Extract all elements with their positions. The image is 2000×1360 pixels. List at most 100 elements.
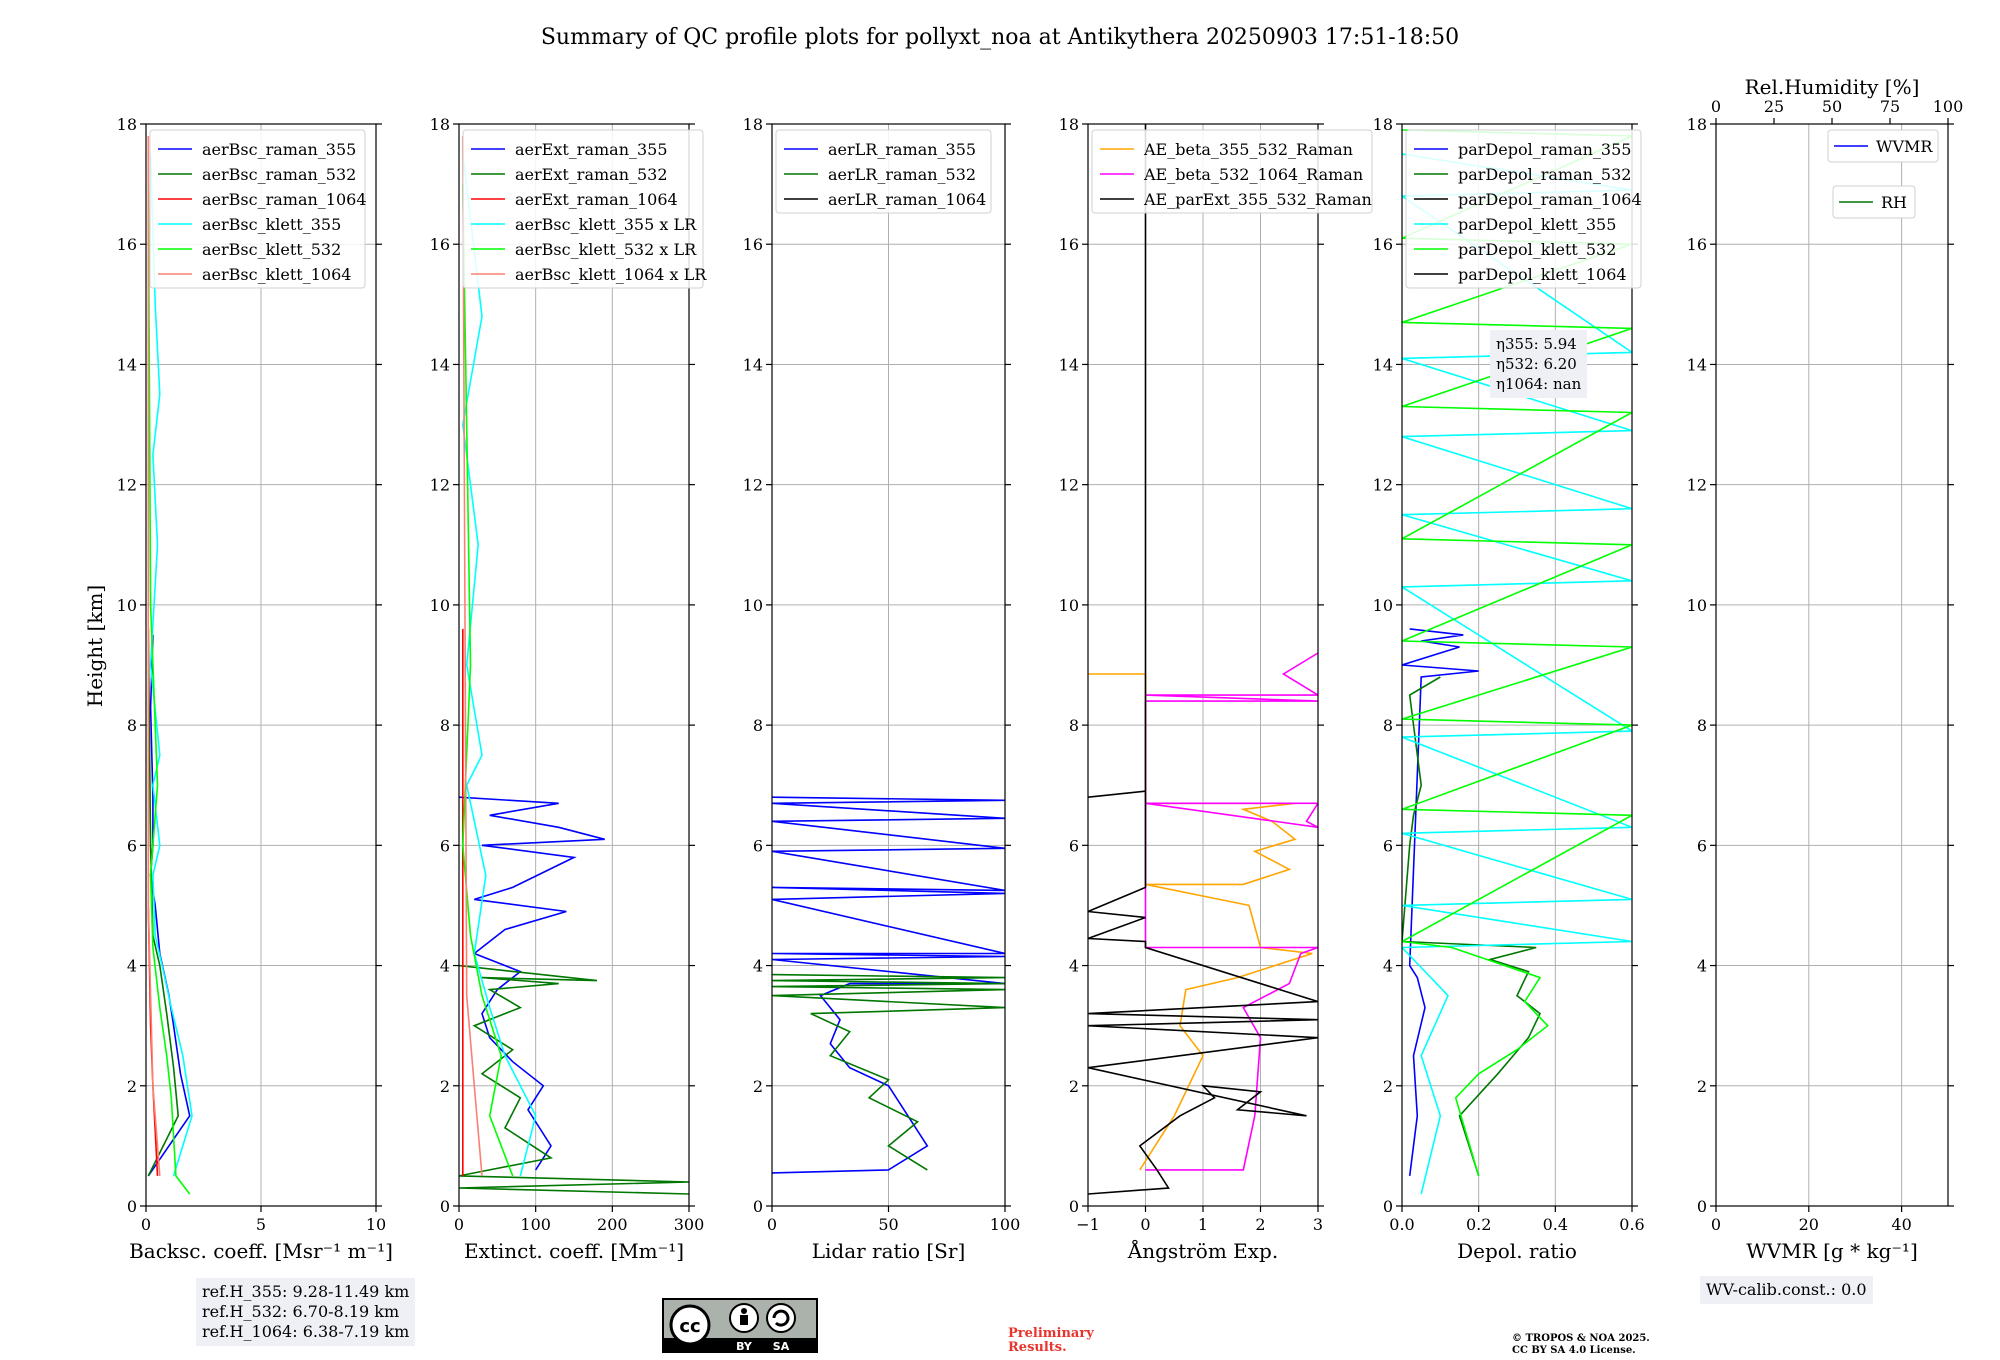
preliminary-line-2: Results. xyxy=(1008,1340,1067,1355)
y-tick-label: 4 xyxy=(1697,957,1707,976)
legend-label: WVMR xyxy=(1876,137,1933,156)
x-tick-label: 0 xyxy=(1140,1215,1150,1234)
height-axis-label: Height [km] xyxy=(83,585,107,707)
top-x-tick-label: 0 xyxy=(1711,97,1721,116)
y-tick-label: 2 xyxy=(127,1077,137,1096)
series-line-aerBsc_raman_355 xyxy=(147,634,191,1177)
top-x-tick-label: 25 xyxy=(1764,97,1784,116)
x-tick-label: 100 xyxy=(990,1215,1021,1234)
legend-label: parDepol_raman_1064 xyxy=(1458,190,1642,209)
y-tick-label: 18 xyxy=(743,115,763,134)
y-tick-label: 12 xyxy=(430,476,450,495)
chart-panel-ext: 0 2 4 6 8 10 12 14 16 18 0 100 200 300 Extinct. coeff.… xyxy=(430,115,708,1263)
y-tick-label: 8 xyxy=(1069,716,1079,735)
legend-box xyxy=(462,129,704,289)
x-axis-label: Ångström Exp. xyxy=(1127,1238,1278,1263)
y-tick-label: 4 xyxy=(1383,957,1393,976)
legend-label: aerExt_raman_1064 xyxy=(515,190,678,209)
x-tick-label: 10 xyxy=(366,1215,386,1234)
y-tick-label: 8 xyxy=(127,716,137,735)
y-tick-label: 14 xyxy=(743,355,763,374)
legend-label: RH xyxy=(1881,193,1907,212)
legend-box xyxy=(1827,129,1939,163)
series-line-parDepol_raman_355 xyxy=(1402,628,1479,1177)
copyright-line-1: © TROPOS & NOA 2025. xyxy=(1512,1333,1650,1344)
legend-label: aerBsc_klett_1064 x LR xyxy=(515,265,707,284)
x-tick-label: 0.0 xyxy=(1389,1215,1414,1234)
cc-circle-icon xyxy=(669,1304,711,1346)
series-group xyxy=(772,796,1005,1174)
y-tick-label: 0 xyxy=(1069,1197,1079,1216)
y-tick-label: 18 xyxy=(1687,115,1707,134)
series-line-aerBsc_klett_532 x LR xyxy=(461,184,514,1177)
series-line-aerExt_raman_355 xyxy=(459,796,605,1171)
y-tick-label: 10 xyxy=(1059,596,1079,615)
x-axis-label: Extinct. coeff. [Mm⁻¹] xyxy=(464,1239,684,1263)
series-line-parDepol_klett_355 xyxy=(1402,153,1632,1195)
x-tick-label: 0 xyxy=(454,1215,464,1234)
legend-label: AE_beta_532_1064_Raman xyxy=(1143,165,1363,184)
copyright-note: © TROPOS & NOA 2025. CC BY SA 4.0 Licens… xyxy=(1512,1333,1650,1357)
series-line-aerLR_raman_355 xyxy=(772,796,1005,1174)
y-tick-label: 2 xyxy=(753,1077,763,1096)
x-tick-label: 0 xyxy=(767,1215,777,1234)
y-tick-label: 6 xyxy=(127,836,137,855)
ref-height-532: ref.H_532: 6.70-8.19 km xyxy=(202,1302,400,1321)
eta-box: η355: 5.94 η532: 6.20 η1064: nan xyxy=(1490,330,1588,398)
y-tick-label: 10 xyxy=(743,596,763,615)
eta-355: η355: 5.94 xyxy=(1496,335,1577,353)
y-tick-label: 8 xyxy=(753,716,763,735)
legend-label: aerBsc_klett_532 xyxy=(202,240,341,259)
x-tick-label: 0.6 xyxy=(1619,1215,1644,1234)
x-tick-label: 200 xyxy=(597,1215,628,1234)
y-tick-label: 4 xyxy=(440,957,450,976)
y-tick-label: 18 xyxy=(1059,115,1079,134)
legend-box xyxy=(1091,129,1373,214)
y-tick-label: 14 xyxy=(1687,355,1707,374)
attribution-head-icon xyxy=(741,1308,747,1314)
top-x-tick-label: 50 xyxy=(1822,97,1842,116)
y-tick-label: 14 xyxy=(430,355,450,374)
cc-sa-label: SA xyxy=(773,1340,790,1353)
chart-panel-bsc: 0 2 4 6 8 10 12 14 16 18 0 5 10 Backsc. coeff. [Msr⁻¹… xyxy=(117,115,393,1263)
top-x-tick-label: 100 xyxy=(1933,97,1964,116)
preliminary-note: Preliminary Results. xyxy=(1008,1327,1094,1355)
y-tick-label: 6 xyxy=(440,836,450,855)
legend-label: parDepol_klett_355 xyxy=(1458,215,1616,234)
x-tick-label: 40 xyxy=(1891,1215,1911,1234)
x-tick-label: 0 xyxy=(141,1215,151,1234)
x-tick-label: 100 xyxy=(520,1215,551,1234)
legend-label: aerExt_raman_355 xyxy=(515,140,668,159)
x-tick-label: 50 xyxy=(878,1215,898,1234)
x-tick-label: 1 xyxy=(1198,1215,1208,1234)
series-line-parDepol_raman_532 xyxy=(1402,676,1541,1177)
y-tick-label: 0 xyxy=(1697,1197,1707,1216)
series-line-AE_parExt_355_532_Raman xyxy=(1088,124,1318,1195)
y-tick-label: 12 xyxy=(1373,476,1393,495)
y-tick-label: 18 xyxy=(117,115,137,134)
y-tick-label: 16 xyxy=(1059,235,1079,254)
legend-label: aerLR_raman_355 xyxy=(828,140,976,159)
y-tick-label: 0 xyxy=(440,1197,450,1216)
x-tick-label: 3 xyxy=(1313,1215,1323,1234)
axes-frame xyxy=(1715,123,1949,1207)
series-line-aerLR_raman_532 xyxy=(772,973,1005,1171)
y-tick-label: 0 xyxy=(127,1197,137,1216)
x-tick-label: 2 xyxy=(1255,1215,1265,1234)
x-tick-label: 0.4 xyxy=(1543,1215,1568,1234)
cc-by-label: BY xyxy=(736,1340,753,1353)
y-tick-label: 2 xyxy=(1069,1077,1079,1096)
x-tick-label: 300 xyxy=(674,1215,705,1234)
axes-frame xyxy=(458,123,690,1207)
y-tick-label: 8 xyxy=(1697,716,1707,735)
y-tick-label: 6 xyxy=(753,836,763,855)
ref-height-box: ref.H_355: 9.28-11.49 km ref.H_532: 6.70… xyxy=(196,1278,416,1346)
y-tick-label: 10 xyxy=(430,596,450,615)
x-axis-label: Depol. ratio xyxy=(1457,1239,1577,1263)
y-tick-label: 6 xyxy=(1697,836,1707,855)
top-x-tick-label: 75 xyxy=(1880,97,1900,116)
y-tick-label: 18 xyxy=(1373,115,1393,134)
y-tick-label: 10 xyxy=(1687,596,1707,615)
